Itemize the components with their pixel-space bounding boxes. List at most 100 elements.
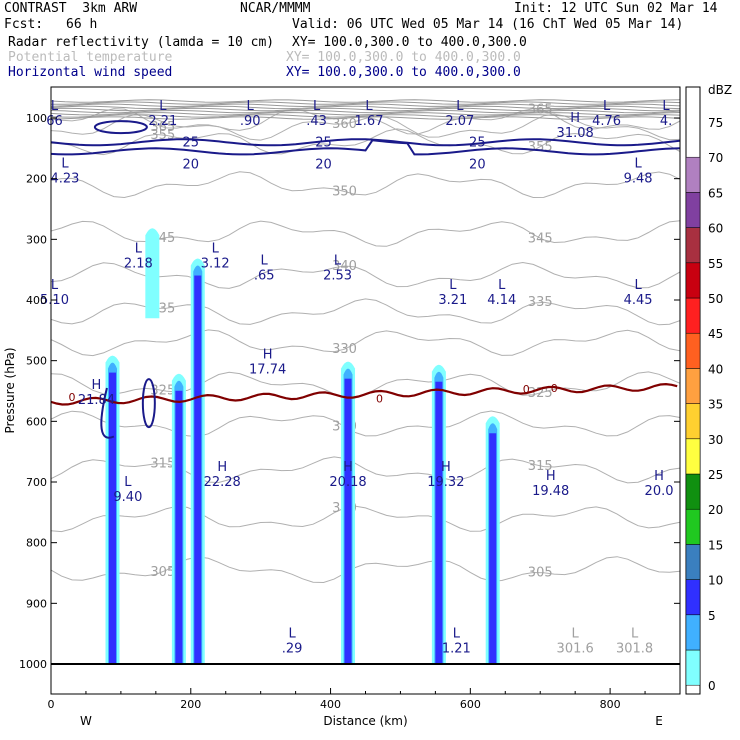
- reflectivity-cell-5dbz: [145, 228, 160, 319]
- reflectivity-cell-15dbz: [344, 378, 352, 664]
- extremum-value: 2.07: [445, 114, 474, 129]
- freezing-level-label: 0: [68, 391, 75, 404]
- colorbar-swatch: [685, 368, 701, 404]
- extremum-type-low: L: [603, 99, 611, 114]
- extremum-value: 21.84: [78, 393, 115, 408]
- extremum-value: 4.45: [624, 293, 653, 308]
- extremum-type-low: L: [456, 99, 464, 114]
- theta-contour-320: [51, 410, 680, 438]
- colorbar-tick-label: 55: [708, 257, 723, 271]
- wind-contour-label: 20: [469, 158, 486, 173]
- colorbar-swatch: [685, 473, 701, 510]
- wind-contour-label: 20: [183, 158, 200, 173]
- colorbar-tick-label: 5: [708, 609, 716, 623]
- theta-contour-label: 340: [332, 259, 357, 274]
- extremum-value: 2.18: [124, 257, 153, 272]
- extremum-type-high: H: [441, 460, 451, 475]
- colorbar-tick-label: 10: [708, 574, 723, 588]
- colorbar-unit: dBZ: [708, 83, 732, 97]
- extremum-value: 9.48: [624, 172, 653, 187]
- wind-contour-small: [100, 387, 115, 439]
- wind-contour-20: [51, 139, 680, 156]
- extrema-labels: L66L2.21L.90L.43L1.67L2.07L4.76L4.H31.08…: [40, 99, 673, 657]
- theta-contour-label: 305: [150, 565, 175, 580]
- extremum-value: 17.74: [249, 363, 286, 378]
- extremum-type-low: L: [334, 254, 342, 269]
- colorbar-tick-label: 40: [708, 362, 723, 376]
- reflectivity-cell-15dbz: [194, 275, 202, 664]
- colorbar-tick-label: 20: [708, 503, 723, 517]
- theta-contour-upper: [51, 114, 680, 118]
- x-tick-label: 600: [460, 698, 481, 711]
- plot-area: [51, 87, 680, 694]
- plot-background: [51, 87, 680, 694]
- colorbar-swatch: [685, 227, 701, 264]
- colorbar-swatch: [685, 332, 701, 369]
- theta-contour-350: [51, 171, 680, 199]
- extremum-value: 19.48: [532, 484, 569, 499]
- x-end-left: W: [80, 714, 92, 728]
- theta-contour-label: 360: [332, 117, 357, 132]
- theta-contour-upper: [51, 103, 680, 108]
- extremum-type-low: L: [572, 627, 580, 642]
- freezing-level-label: 0: [523, 383, 530, 396]
- theta-contour-upper: [51, 101, 680, 105]
- theta-contour-upper: [51, 116, 680, 120]
- init-time: Init: 12 UTC Sun 02 Mar 14: [514, 1, 718, 16]
- extremum-type-low: L: [453, 627, 461, 642]
- field-name-theta: Potential temperature: [8, 50, 173, 65]
- extremum-value: 2.53: [323, 269, 352, 284]
- x-tick-label: 0: [48, 698, 55, 711]
- y-tick-label: 900: [26, 597, 47, 610]
- field-name-reflectivity: Radar reflectivity (lamda = 10 cm): [8, 35, 275, 50]
- theta-contour-upper: [51, 111, 680, 116]
- fcst-label: Fcst:: [4, 17, 44, 32]
- wind-contour-small: [141, 378, 156, 429]
- valid-time: Valid: 06 UTC Wed 05 Mar 14 (16 ChT Wed …: [292, 17, 684, 32]
- y-tick-label: 500: [26, 355, 47, 368]
- colorbar: dBZ 0 5 10 15 20 25 30 35 40 45 50 55 60 65 70 75: [685, 83, 732, 695]
- theta-contour-label: 305: [528, 565, 553, 580]
- theta-contour-315: [51, 456, 680, 484]
- extremum-type-low: L: [313, 99, 321, 114]
- colorbar-tick-label: 30: [708, 433, 723, 447]
- colorbar-swatch: [685, 262, 701, 299]
- theta-contour-label: 325: [528, 386, 553, 401]
- extremum-type-low: L: [449, 278, 457, 293]
- extremum-type-low: L: [247, 99, 255, 114]
- colorbar-tick-label: 35: [708, 398, 723, 412]
- extremum-type-high: H: [92, 378, 102, 393]
- colorbar-tick-label: 50: [708, 292, 723, 306]
- extremum-type-high: H: [263, 348, 273, 363]
- colorbar-tick-label: 25: [708, 468, 723, 482]
- extremum-type-low: L: [159, 99, 167, 114]
- theta-contour-label: 345: [528, 231, 553, 246]
- colorbar-tick-label: 15: [708, 538, 723, 552]
- extremum-value: 20.18: [329, 475, 366, 490]
- extremum-value: 4.14: [487, 293, 516, 308]
- y-tick-label: 100: [26, 112, 47, 125]
- extremum-value: 9.40: [113, 490, 142, 505]
- colorbar-tick-label: 60: [708, 222, 723, 236]
- reflectivity-shading: 0 0 0 0: [51, 228, 678, 664]
- colorbar-swatch: [685, 192, 701, 228]
- theta-contour-label: 325: [150, 383, 175, 398]
- colorbar-tick-label: 70: [708, 151, 723, 165]
- colorbar-tick-label: 75: [708, 116, 723, 130]
- field-xy-wind: XY= 100.0,300.0 to 400.0,300.0: [286, 65, 521, 80]
- extremum-type-low: L: [261, 254, 269, 269]
- extremum-type-low: L: [662, 99, 670, 114]
- reflectivity-cell-15dbz: [435, 381, 443, 664]
- extremum-value: 301.8: [616, 642, 653, 657]
- theta-contour-label: 315: [528, 459, 553, 474]
- field-name-wind: Horizontal wind speed: [8, 65, 173, 80]
- fcst-hours: 66 h: [66, 17, 98, 32]
- wind-contour-25: [51, 138, 680, 147]
- extremum-type-low: L: [51, 99, 59, 114]
- extremum-type-low: L: [634, 157, 642, 172]
- extremum-type-low: L: [124, 475, 132, 490]
- theta-contour-upper: [51, 99, 680, 103]
- wind-speed-contours: 25 25 25 20 20 20: [51, 120, 680, 439]
- extremum-value: .90: [240, 114, 261, 129]
- theta-contour-355: [51, 128, 680, 156]
